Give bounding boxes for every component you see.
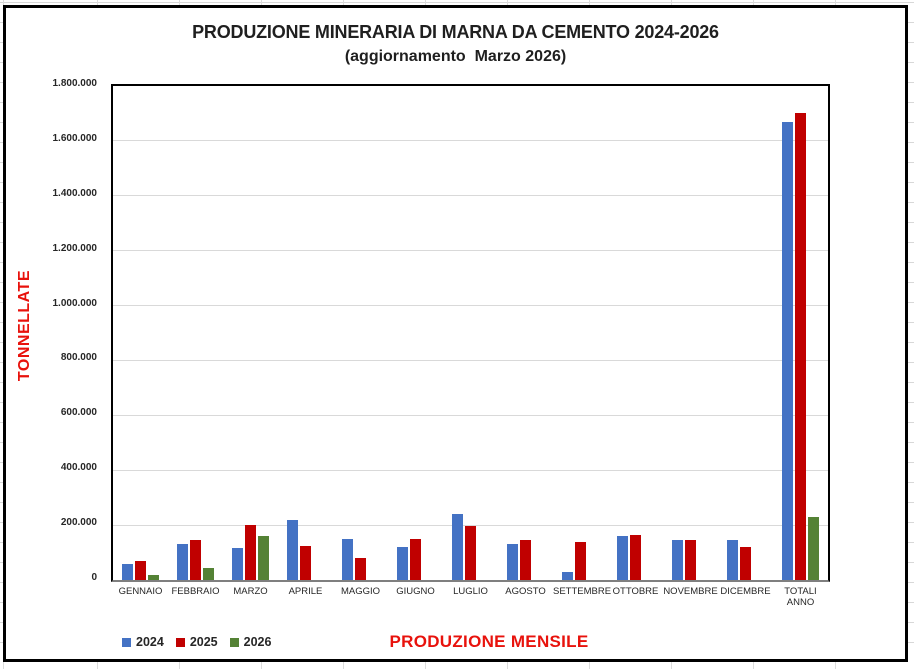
category-label: LUGLIO [453, 586, 488, 597]
category-label: SETTEMBRE [553, 586, 612, 597]
legend-label: 2024 [136, 635, 164, 649]
y-tick-label: 800.000 [60, 352, 97, 364]
category-label: DICEMBRE [720, 586, 771, 597]
bar-group [553, 86, 608, 580]
legend-label: 2025 [189, 635, 218, 649]
bar-2024 [617, 536, 628, 580]
bar-group [498, 86, 553, 580]
legend-label: 2026 [243, 635, 272, 649]
bar-group [663, 86, 718, 580]
bar-2025 [465, 526, 476, 580]
bar-2025 [135, 560, 146, 580]
bar-group [168, 86, 223, 580]
category-label: APRILE [288, 586, 323, 597]
legend-swatch [175, 637, 185, 647]
bar-2025 [410, 538, 421, 580]
category-label: MARZO [233, 586, 268, 597]
bar-2026 [258, 536, 269, 580]
bar-group [608, 86, 663, 580]
bar-group [333, 86, 388, 580]
category-label: FEBBRAIO [171, 586, 220, 597]
legend-item-2025: 2025 [175, 635, 218, 649]
bar-2026 [203, 567, 214, 580]
bar-2025 [355, 558, 366, 580]
y-tick-label: 1.600.000 [52, 132, 98, 144]
bar-2024 [342, 538, 353, 580]
legend-item-2024: 2024 [122, 635, 164, 649]
bar-2025 [795, 113, 806, 580]
bar-2024 [397, 547, 408, 580]
legend-swatch [229, 637, 239, 647]
legend-swatch [122, 637, 131, 647]
bar-group [443, 86, 498, 580]
bar-2025 [575, 541, 586, 580]
y-tick-label: 1.400.000 [52, 187, 98, 199]
chart-subtitle: (aggiornamento Marzo 2026) [344, 48, 567, 65]
bar-2025 [740, 547, 751, 580]
bar-2025 [520, 540, 531, 580]
bar-2025 [685, 540, 696, 580]
category-label: TOTALI ANNO [784, 586, 817, 608]
bar-series-container [113, 86, 828, 580]
bar-2024 [452, 514, 463, 580]
bar-group [773, 86, 828, 580]
category-label: NOVEMBRE [663, 586, 718, 597]
category-label: AGOSTO [505, 586, 546, 597]
bar-2025 [300, 545, 311, 580]
bar-2024 [727, 540, 738, 580]
gridline [113, 250, 828, 252]
y-tick-label: 1.000.000 [52, 297, 98, 309]
category-label: GENNAIO [118, 586, 163, 597]
y-tick-label: 1.800.000 [52, 78, 98, 89]
y-axis-title: TONNELLATE [16, 270, 33, 382]
y-tick-label: 1.200.000 [52, 242, 98, 254]
chart-object[interactable]: PRODUZIONE MINERARIA DI MARNA DA CEMENTO… [3, 5, 908, 662]
bar-group [718, 86, 773, 580]
gridline [113, 195, 828, 197]
bar-group [113, 86, 168, 580]
y-tick-label: 0 [91, 572, 97, 583]
bar-2024 [177, 544, 188, 580]
y-tick-label: 400.000 [60, 462, 97, 474]
bar-2026 [808, 516, 819, 580]
x-axis-title: PRODUZIONE MENSILE [389, 632, 589, 651]
bar-2024 [782, 121, 793, 580]
gridline [113, 469, 828, 471]
gridline [113, 524, 828, 526]
y-tick-label: 200.000 [60, 517, 97, 529]
chart-title: PRODUZIONE MINERARIA DI MARNA DA CEMENTO… [192, 22, 719, 42]
bar-2024 [507, 544, 518, 580]
legend-item-2026: 2026 [229, 635, 272, 649]
category-label: OTTOBRE [612, 586, 659, 597]
gridline [113, 305, 828, 307]
bar-2024 [232, 548, 243, 580]
bar-group [388, 86, 443, 580]
gridline [113, 414, 828, 416]
gridline [113, 359, 828, 361]
bar-2024 [122, 563, 133, 580]
bar-2025 [630, 534, 641, 580]
bar-2024 [287, 519, 298, 580]
bar-2025 [190, 540, 201, 580]
gridline [113, 140, 828, 142]
category-label: MAGGIO [340, 586, 381, 597]
bar-2024 [562, 571, 573, 580]
bar-group [223, 86, 278, 580]
bar-group [278, 86, 333, 580]
bar-2026 [148, 574, 159, 580]
y-tick-label: 600.000 [60, 407, 97, 419]
category-label: GIUGNO [396, 586, 435, 597]
bar-2024 [672, 540, 683, 580]
legend: 2024 2025 2026 [122, 635, 271, 649]
plot-area [111, 84, 830, 582]
bar-2025 [245, 525, 256, 580]
